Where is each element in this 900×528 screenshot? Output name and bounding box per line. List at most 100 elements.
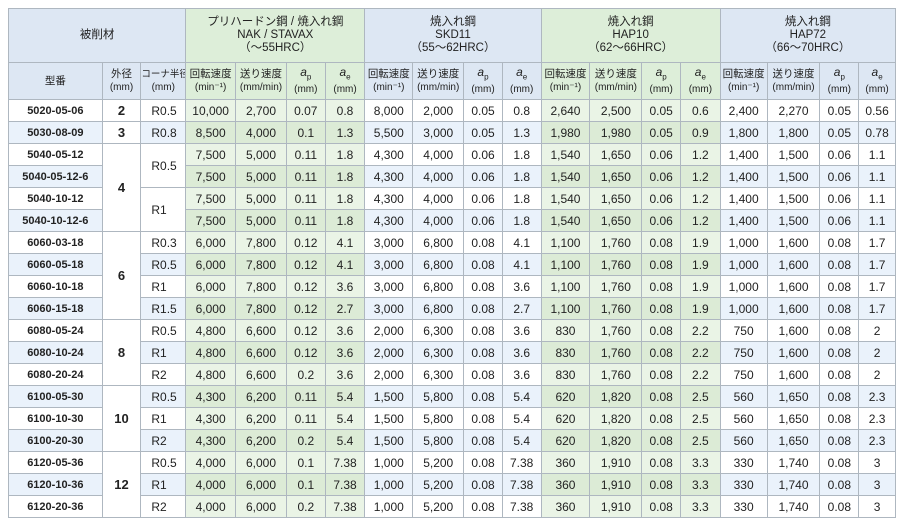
- radial-depth-value: 3.6: [324, 341, 366, 364]
- axial-depth-value: 0.06: [641, 209, 682, 232]
- axial-depth-value: 0.08: [641, 429, 682, 452]
- corner-radius-value: R0.8: [140, 121, 187, 144]
- radial-depth-value: 3.6: [324, 319, 366, 342]
- axial-depth-value: 0.05: [819, 121, 860, 144]
- corner-radius-value: R0.5: [140, 99, 187, 122]
- axial-depth-value: 0.08: [819, 253, 860, 276]
- feed-rate-value: 6,000: [235, 451, 287, 474]
- axial-depth-value: 0.11: [285, 407, 326, 430]
- axial-depth-value: 0.08: [641, 275, 682, 298]
- ae-subscript: e: [701, 72, 706, 82]
- spindle-speed-value: 1,540: [540, 187, 591, 210]
- model-number: 6060-15-18: [8, 297, 103, 320]
- axial-depth-value: 0.08: [819, 473, 860, 496]
- material-group-4: 焼入れ鋼 HAP72 （66～70HRC）: [719, 8, 897, 63]
- model-number: 5040-10-12: [8, 187, 103, 210]
- feed-rate-value: 1,650: [589, 165, 643, 188]
- axial-depth-value: 0.12: [285, 231, 326, 254]
- axial-depth-value: 0.08: [641, 341, 682, 364]
- model-number: 6100-20-30: [8, 429, 103, 452]
- feed-rate-value: 1,820: [589, 429, 643, 452]
- axial-depth-value: 0.08: [819, 429, 860, 452]
- spindle-speed-value: 360: [540, 473, 591, 496]
- speed-header-1: 回転速度 (min⁻¹): [185, 62, 237, 100]
- feed-rate-value: 1,600: [766, 341, 821, 364]
- feed-rate-value: 6,300: [412, 319, 465, 342]
- feed-rate-value: 6,800: [412, 231, 465, 254]
- ap-letter: a: [477, 64, 485, 79]
- axial-depth-value: 0.08: [463, 385, 503, 408]
- radial-depth-value: 2: [858, 363, 896, 386]
- feed-rate-value: 6,300: [412, 363, 465, 386]
- spindle-speed-value: 4,000: [185, 495, 237, 518]
- corner-radius-value: R2: [140, 429, 187, 452]
- spindle-speed-value: 7,500: [185, 209, 237, 232]
- radial-depth-value: 1.8: [501, 165, 542, 188]
- ap-unit: (mm): [649, 84, 673, 96]
- spindle-speed-value: 560: [719, 385, 768, 408]
- ae-unit: (mm): [688, 84, 713, 96]
- feed-header-label: 送り速度: [240, 68, 283, 80]
- feed-rate-value: 4,000: [412, 165, 465, 188]
- feed-rate-value: 1,650: [766, 385, 821, 408]
- spindle-speed-value: 1,100: [540, 231, 591, 254]
- feed-header-2: 送り速度 (mm/min): [412, 62, 465, 100]
- diameter-header-unit: (mm): [109, 82, 134, 93]
- axial-depth-value: 0.08: [463, 407, 503, 430]
- corner-radius-header-label: コーナ半径: [141, 69, 186, 80]
- material-group-1: プリハードン鋼 / 焼入れ鋼 NAK / STAVAX （～55HRC）: [185, 8, 366, 63]
- model-number: 6100-05-30: [8, 385, 103, 408]
- feed-rate-value: 5,800: [412, 407, 465, 430]
- feed-rate-value: 2,000: [412, 99, 465, 122]
- spindle-speed-value: 8,000: [364, 99, 414, 122]
- axial-depth-value: 0.06: [463, 165, 503, 188]
- ap-header-4: ap (mm): [819, 62, 860, 100]
- radial-depth-value: 4.1: [501, 231, 542, 254]
- radial-depth-value: 3.6: [501, 341, 542, 364]
- material-group-2-line3: （55～62HRC）: [410, 42, 496, 54]
- spindle-speed-value: 7,500: [185, 187, 237, 210]
- spindle-speed-value: 830: [540, 363, 591, 386]
- feed-rate-value: 1,650: [589, 143, 643, 166]
- axial-depth-value: 0.12: [285, 253, 326, 276]
- material-group-4-line2: HAP72: [789, 29, 827, 41]
- corner-radius-value: R0.5: [140, 451, 187, 474]
- model-number: 5030-08-09: [8, 121, 103, 144]
- radial-depth-value: 7.38: [501, 495, 542, 518]
- feed-rate-value: 5,200: [412, 473, 465, 496]
- spindle-speed-value: 1,000: [719, 297, 768, 320]
- diameter-value: 12: [101, 451, 142, 518]
- spindle-speed-value: 1,540: [540, 143, 591, 166]
- spindle-speed-value: 1,000: [364, 451, 414, 474]
- feed-rate-value: 7,800: [235, 275, 287, 298]
- axial-depth-value: 0.06: [463, 143, 503, 166]
- feed-rate-value: 1,740: [766, 451, 821, 474]
- feed-rate-value: 6,800: [412, 253, 465, 276]
- axial-depth-value: 0.05: [463, 99, 503, 122]
- corner-radius-value: R2: [140, 495, 187, 518]
- ae-header-1: ae (mm): [324, 62, 366, 100]
- feed-rate-value: 1,760: [589, 319, 643, 342]
- axial-depth-value: 0.11: [285, 165, 326, 188]
- material-group-3: 焼入れ鋼 HAP10 （62～66HRC）: [540, 8, 721, 63]
- spindle-speed-value: 4,000: [185, 451, 237, 474]
- spindle-speed-value: 1,000: [364, 495, 414, 518]
- diameter-value: 3: [101, 121, 142, 144]
- feed-rate-value: 1,800: [766, 121, 821, 144]
- ap-unit: (mm): [294, 84, 318, 96]
- table-row: 6100-05-30 10 R0.5 4,300 6,200 0.11 5.4 1,500 5,…: [8, 385, 896, 452]
- feed-rate-value: 1,600: [766, 363, 821, 386]
- material-group-1-line3: （～55HRC）: [239, 42, 312, 54]
- radial-depth-value: 7.38: [324, 473, 366, 496]
- radial-depth-value: 1.9: [680, 297, 721, 320]
- spindle-speed-value: 830: [540, 341, 591, 364]
- spindle-speed-value: 4,300: [185, 429, 237, 452]
- radial-depth-value: 2.5: [680, 407, 721, 430]
- table-row: 5030-08-09 3 R0.8 8,500 4,000 0.1 1.3 5,500 3,00…: [8, 121, 896, 144]
- radial-depth-value: 0.6: [680, 99, 721, 122]
- feed-header-unit: (mm/min): [772, 82, 815, 93]
- model-number: 5040-10-12-6: [8, 209, 103, 232]
- spindle-speed-value: 1,100: [540, 297, 591, 320]
- model-number: 5040-05-12-6: [8, 165, 103, 188]
